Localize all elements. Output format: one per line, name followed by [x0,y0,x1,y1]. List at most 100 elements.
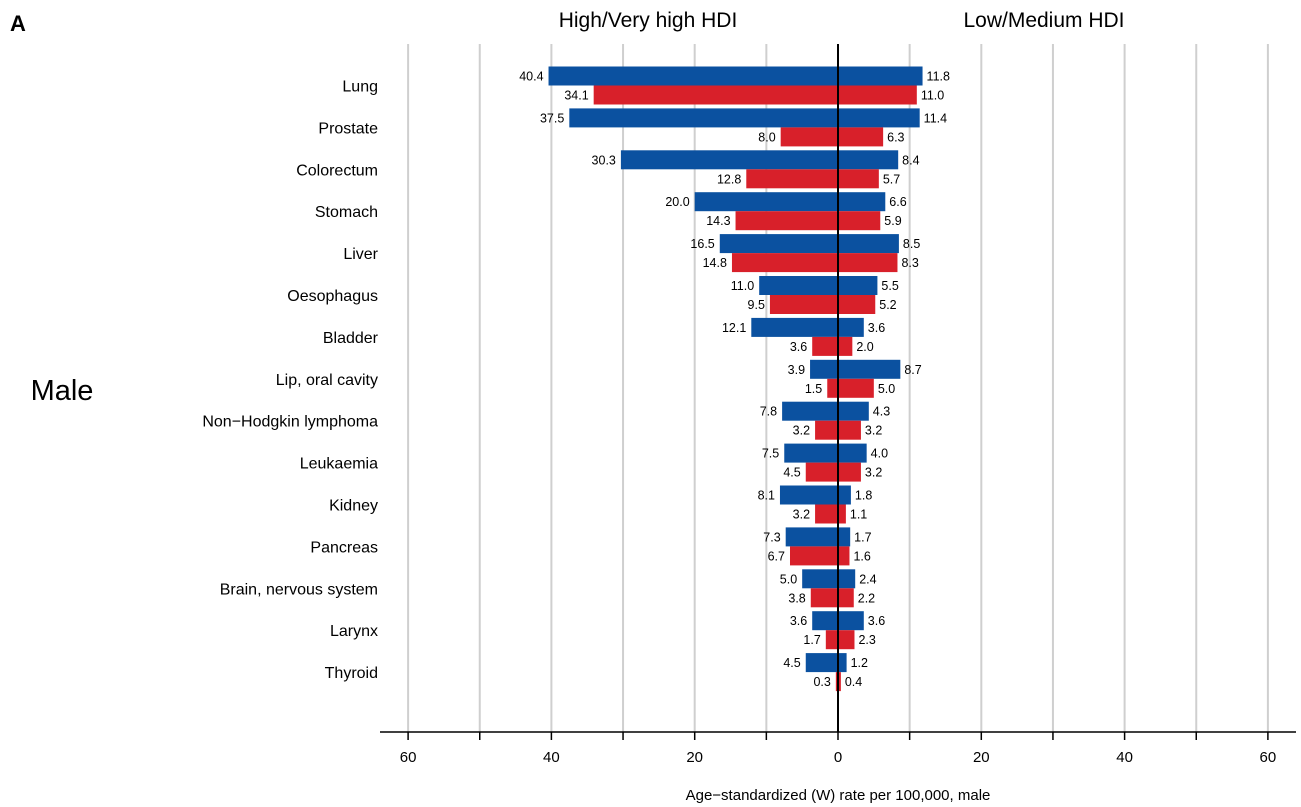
bar-low-hdi-blue [838,527,851,547]
bar-low-hdi-blue [838,108,920,128]
value-label-low-hdi-red: 11.0 [921,89,944,103]
value-label-high-hdi-blue: 8.1 [758,489,775,503]
value-label-high-hdi-red: 9.5 [748,298,765,312]
bar-high-hdi-red [815,420,838,440]
bar-low-hdi-blue [838,401,869,421]
bar-high-hdi-blue [805,653,838,673]
bar-high-hdi-red [825,630,838,650]
bar-low-hdi-blue [838,276,878,295]
category-label: Brain, nervous system [220,581,378,598]
x-tick-label: 40 [1116,749,1133,766]
bar-low-hdi-blue [838,317,864,337]
value-label-low-hdi-blue: 5.5 [881,279,898,293]
value-label-high-hdi-blue: 37.5 [540,111,564,125]
right-section-title: Low/Medium HDI [963,9,1124,32]
value-label-low-hdi-red: 6.3 [887,130,904,144]
value-label-high-hdi-blue: 3.9 [788,363,805,377]
bar-high-hdi-blue [759,276,838,295]
value-label-low-hdi-red: 1.1 [850,508,867,522]
value-label-high-hdi-blue: 12.1 [722,321,746,335]
bar-low-hdi-red [838,169,879,189]
value-label-low-hdi-blue: 1.8 [855,489,872,503]
category-label: Kidney [329,498,378,515]
value-label-high-hdi-red: 14.8 [703,256,727,270]
bar-low-hdi-blue [838,611,864,631]
x-tick-label: 20 [973,749,990,766]
category-labels: Lung Prostate Colorectum Stomach Liver Oesoph… [202,79,378,683]
value-label-low-hdi-red: 5.0 [878,382,895,396]
bar-low-hdi-red [838,504,846,524]
bar-high-hdi-red [769,295,838,314]
value-label-low-hdi-blue: 3.6 [868,321,885,335]
bar-low-hdi-blue [838,150,899,170]
category-label: Liver [343,246,378,263]
x-axis-title: Age−standardized (W) rate per 100,000, m… [686,787,991,804]
category-label: Larynx [330,623,378,640]
bar-high-hdi-red [810,588,838,608]
value-label-low-hdi-blue: 11.4 [924,111,947,125]
bar-low-hdi-blue [838,66,923,86]
bar-low-hdi-blue [838,359,901,379]
value-label-high-hdi-blue: 7.8 [760,405,777,419]
bar-low-hdi-red [838,630,855,650]
value-label-high-hdi-blue: 20.0 [665,195,689,209]
bar-high-hdi-blue [620,150,838,170]
x-tick-label: 60 [400,749,417,766]
bar-high-hdi-red [815,504,838,524]
bar-high-hdi-red [731,253,838,273]
value-label-high-hdi-red: 8.0 [758,130,775,144]
bars [548,66,923,692]
bar-low-hdi-red [838,211,881,231]
value-label-low-hdi-red: 5.2 [879,298,896,312]
value-label-high-hdi-blue: 40.4 [519,70,543,84]
x-tick-label: 60 [1260,749,1277,766]
value-label-high-hdi-red: 12.8 [717,172,741,186]
bar-low-hdi-blue [838,443,867,463]
x-tick-label: 40 [543,749,560,766]
value-label-high-hdi-red: 4.5 [783,466,800,480]
bar-low-hdi-red [838,546,850,566]
value-label-high-hdi-red: 1.7 [803,633,820,647]
value-label-low-hdi-red: 2.0 [856,340,873,354]
value-label-low-hdi-red: 5.7 [883,172,900,186]
category-label: Leukaemia [300,456,378,473]
bar-low-hdi-blue [838,192,886,212]
bar-low-hdi-blue [838,234,899,254]
value-label-high-hdi-red: 14.3 [706,214,730,228]
category-label: Colorectum [296,162,378,179]
bar-high-hdi-blue [802,569,838,589]
value-label-low-hdi-red: 3.2 [865,424,882,438]
bar-high-hdi-red [735,211,838,231]
value-label-low-hdi-blue: 8.7 [904,363,921,377]
bar-low-hdi-red [838,295,876,314]
value-label-high-hdi-blue: 11.0 [731,279,754,293]
value-label-low-hdi-blue: 8.4 [902,153,919,167]
value-label-high-hdi-red: 1.5 [805,382,822,396]
bar-high-hdi-blue [782,401,838,421]
bar-low-hdi-blue [838,485,851,505]
category-label: Oesophagus [287,288,378,305]
panel-letter: A [10,11,26,36]
value-label-low-hdi-blue: 1.2 [851,656,868,670]
value-label-high-hdi-blue: 30.3 [592,153,616,167]
value-label-low-hdi-red: 2.2 [858,591,875,605]
value-label-high-hdi-blue: 3.6 [790,614,807,628]
category-label: Prostate [318,120,378,137]
bar-low-hdi-red [838,462,861,482]
value-label-high-hdi-red: 3.8 [788,591,805,605]
value-label-low-hdi-blue: 11.8 [927,70,950,84]
value-label-high-hdi-blue: 7.3 [763,530,780,544]
category-label: Non−Hodgkin lymphoma [202,414,378,431]
value-label-high-hdi-red: 34.1 [564,89,588,103]
value-label-low-hdi-blue: 8.5 [903,237,920,251]
value-label-high-hdi-red: 3.2 [793,424,810,438]
bar-low-hdi-red [838,336,853,356]
bar-high-hdi-blue [810,359,838,379]
x-tick-label: 20 [686,749,703,766]
value-label-low-hdi-red: 8.3 [901,256,918,270]
bar-high-hdi-blue [569,108,838,128]
value-label-high-hdi-red: 3.2 [793,508,810,522]
bar-low-hdi-red [838,253,898,273]
value-label-low-hdi-red: 1.6 [853,549,870,563]
